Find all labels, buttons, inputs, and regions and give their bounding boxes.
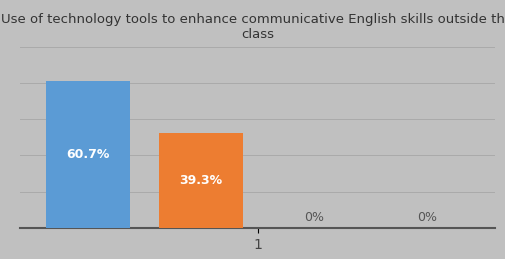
Bar <box>159 133 243 228</box>
Text: 60.7%: 60.7% <box>66 148 110 161</box>
Text: 0%: 0% <box>304 211 324 224</box>
Text: 0%: 0% <box>417 211 437 224</box>
Bar <box>45 81 130 228</box>
Title: Use of technology tools to enhance communicative English skills outside the
clas: Use of technology tools to enhance commu… <box>2 13 505 41</box>
Text: 39.3%: 39.3% <box>179 174 223 187</box>
